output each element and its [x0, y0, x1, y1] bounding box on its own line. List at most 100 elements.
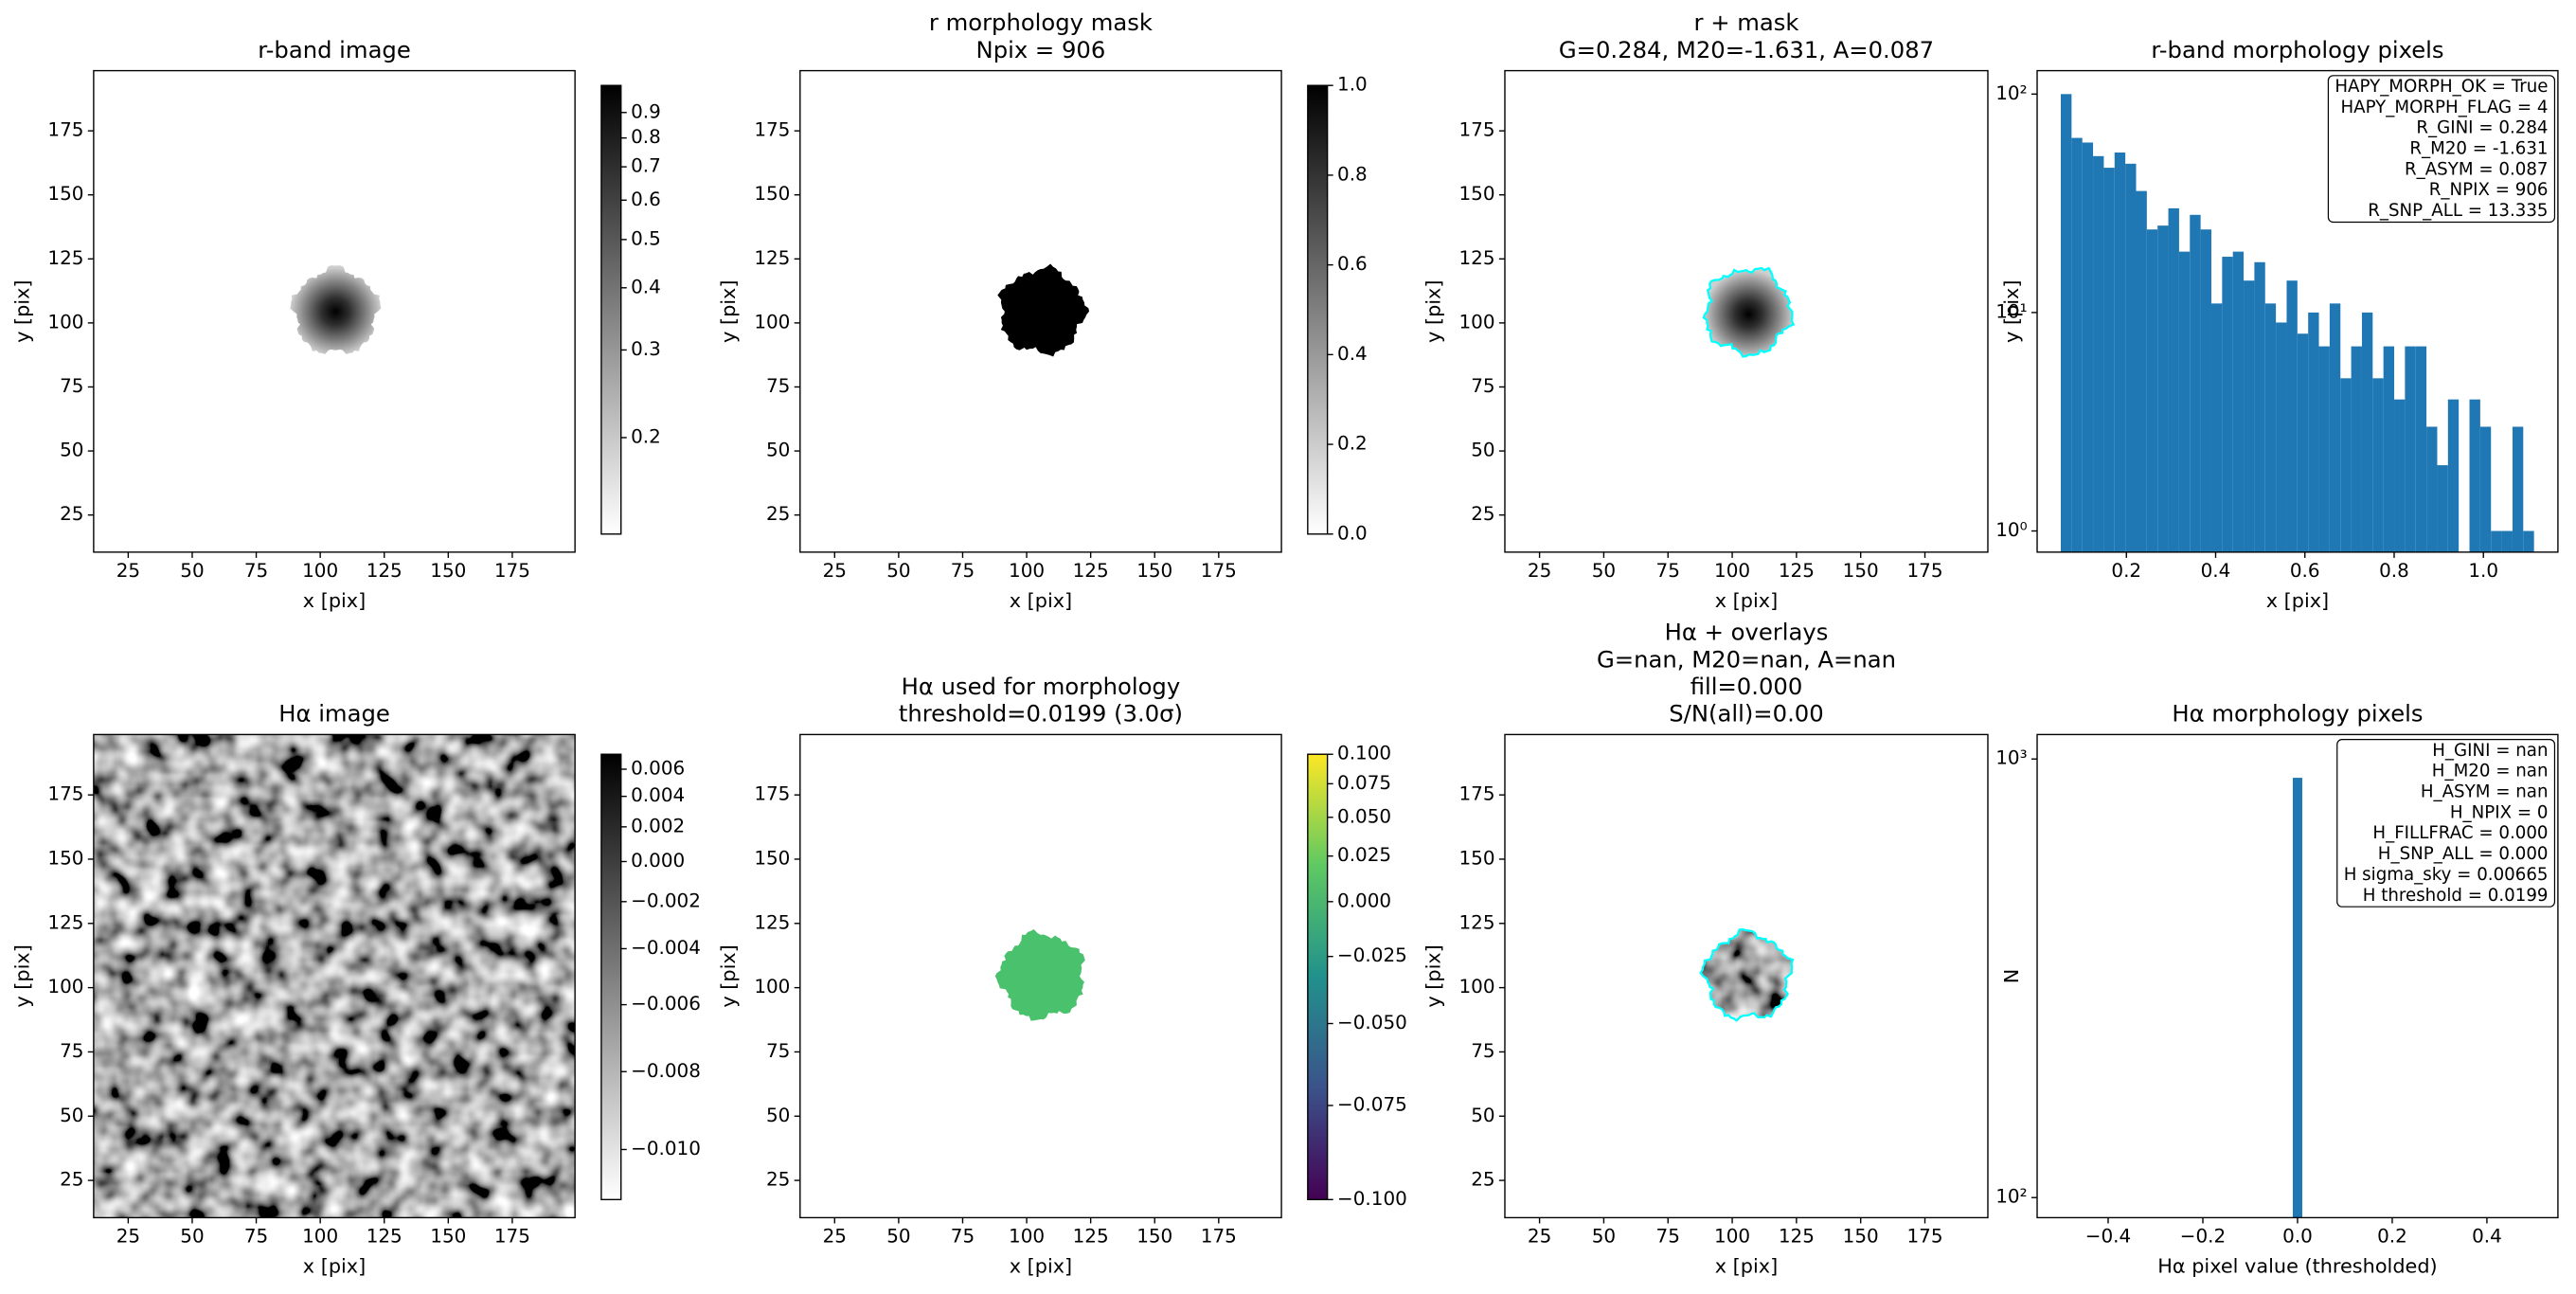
colorbar-tick-label: 0.4: [631, 275, 661, 297]
bar: [2329, 303, 2341, 552]
bar: [2479, 426, 2492, 552]
y-tick-label: 125: [47, 246, 83, 269]
chart-title: r + mask: [1694, 9, 1799, 36]
annotation-line: H_M20 = nan: [2432, 762, 2549, 782]
x-tick-label: 175: [1201, 1225, 1237, 1248]
x-tick-label: 0.2: [2377, 1225, 2407, 1248]
x-tick-label: 100: [302, 559, 338, 582]
x-axis-label: x [pix]: [303, 1254, 366, 1277]
bar: [2405, 346, 2416, 552]
y-tick-label: 125: [1459, 910, 1495, 933]
y-tick-label: 150: [754, 182, 790, 205]
bar: [2093, 155, 2104, 552]
bar: [2292, 778, 2302, 1218]
x-tick-label: 150: [430, 1225, 466, 1248]
colorbar-tick-label: 0.0: [1337, 521, 1368, 544]
y-tick-label: 175: [754, 782, 790, 805]
bar: [2210, 303, 2223, 552]
x-axis-label: x [pix]: [1715, 589, 1778, 612]
x-tick-label: 50: [886, 559, 910, 582]
mask-contour: [1702, 266, 1796, 358]
colorbar-tick-label: 0.002: [631, 814, 685, 836]
chart-title: Hα used for morphology: [902, 673, 1181, 700]
bar: [2340, 378, 2352, 552]
noise-image: [1700, 929, 1794, 1021]
bar: [2125, 163, 2137, 552]
annotation-line: R_M20 = -1.631: [2409, 139, 2548, 159]
bar: [2523, 530, 2534, 552]
annotation-line: H_FILLFRAC = 0.000: [2372, 823, 2548, 843]
colorbar-tick-label: −0.010: [631, 1137, 701, 1159]
x-tick-label: 25: [823, 1225, 847, 1248]
x-tick-label: 75: [1656, 559, 1680, 582]
bar: [2168, 207, 2179, 552]
y-tick-label: 75: [1471, 374, 1494, 397]
x-tick-label: 150: [1136, 1225, 1172, 1248]
bar: [2136, 190, 2147, 552]
y-tick-label: 175: [754, 118, 790, 141]
colorbar-tick-label: −0.008: [631, 1059, 701, 1082]
annotation-line: H_ASYM = nan: [2421, 782, 2549, 801]
y-tick-label: 125: [754, 246, 790, 269]
bar: [2178, 251, 2191, 552]
annotation-line: H sigma_sky = 0.00665: [2344, 865, 2549, 885]
annotation-box: [2336, 739, 2556, 908]
x-tick-label: 0.4: [2201, 559, 2231, 582]
x-tick-label: 0.8: [2379, 559, 2409, 582]
y-tick-label: 50: [60, 1104, 83, 1126]
chart-title: G=nan, M20=nan, A=nan: [1597, 645, 1896, 673]
clipped-image: [1700, 929, 1794, 1021]
bar: [2318, 346, 2330, 552]
y-tick-label: 25: [60, 1168, 83, 1191]
colorbar-tick-label: 1.0: [1337, 73, 1368, 96]
y-tick-label: 125: [47, 910, 83, 933]
x-axis-label: x [pix]: [1715, 1254, 1778, 1277]
bar: [2297, 333, 2309, 552]
colorbar-tick-label: 0.2: [1337, 432, 1368, 455]
bar: [2394, 399, 2406, 552]
colorbar-tick-label: 0.6: [631, 188, 661, 210]
x-tick-label: 175: [1906, 1225, 1942, 1248]
chart-title: Npix = 906: [976, 36, 1106, 63]
x-tick-label: 75: [244, 1225, 268, 1248]
annotation-line: H_GINI = nan: [2432, 741, 2548, 761]
colorbar-tick-label: −0.006: [631, 992, 701, 1015]
colorbar-tick-label: −0.025: [1337, 944, 1407, 966]
x-tick-label: 175: [1201, 559, 1237, 582]
y-tick-label: 75: [60, 374, 83, 397]
axes-frame: [93, 733, 576, 1219]
x-axis-label: x [pix]: [303, 589, 366, 612]
x-tick-label: 175: [1906, 559, 1942, 582]
galaxy-image: [290, 265, 382, 354]
x-tick-label: 175: [494, 559, 530, 582]
y-tick-label: 125: [1459, 246, 1495, 269]
colorbar: [600, 84, 622, 535]
x-tick-label: 150: [430, 559, 466, 582]
colorbar-tick-label: 0.075: [1337, 771, 1391, 794]
chart-title: threshold=0.0199 (3.0σ): [899, 700, 1183, 728]
y-tick-label: 25: [60, 502, 83, 525]
bar: [2082, 142, 2094, 552]
bar: [2060, 94, 2072, 552]
y-tick-label: 100: [47, 310, 83, 332]
colorbar-tick-label: 0.8: [631, 125, 661, 148]
bar: [2372, 378, 2384, 552]
bar: [2383, 346, 2395, 552]
y-tick-label: 175: [47, 782, 83, 805]
axes-frame: [2036, 69, 2559, 553]
bar: [2103, 168, 2115, 552]
galaxy-image: [1703, 268, 1794, 357]
colorbar: [1307, 84, 1329, 535]
colorbar-tick-label: 0.5: [631, 226, 661, 249]
y-tick-label: 150: [47, 182, 83, 205]
bar: [2469, 399, 2480, 552]
y-tick-label: 75: [766, 374, 790, 397]
y-tick-label: 10¹: [1995, 299, 2027, 322]
y-tick-label: 100: [1459, 310, 1495, 332]
y-tick-label: 50: [766, 1104, 790, 1126]
annotation-line: R_ASYM = 0.087: [2405, 159, 2549, 179]
y-axis-label: y [pix]: [10, 280, 33, 343]
y-axis-label: y [pix]: [1422, 280, 1444, 343]
colorbar-tick-label: −0.050: [1337, 1011, 1407, 1033]
colorbar-tick-label: 0.025: [1337, 843, 1391, 866]
